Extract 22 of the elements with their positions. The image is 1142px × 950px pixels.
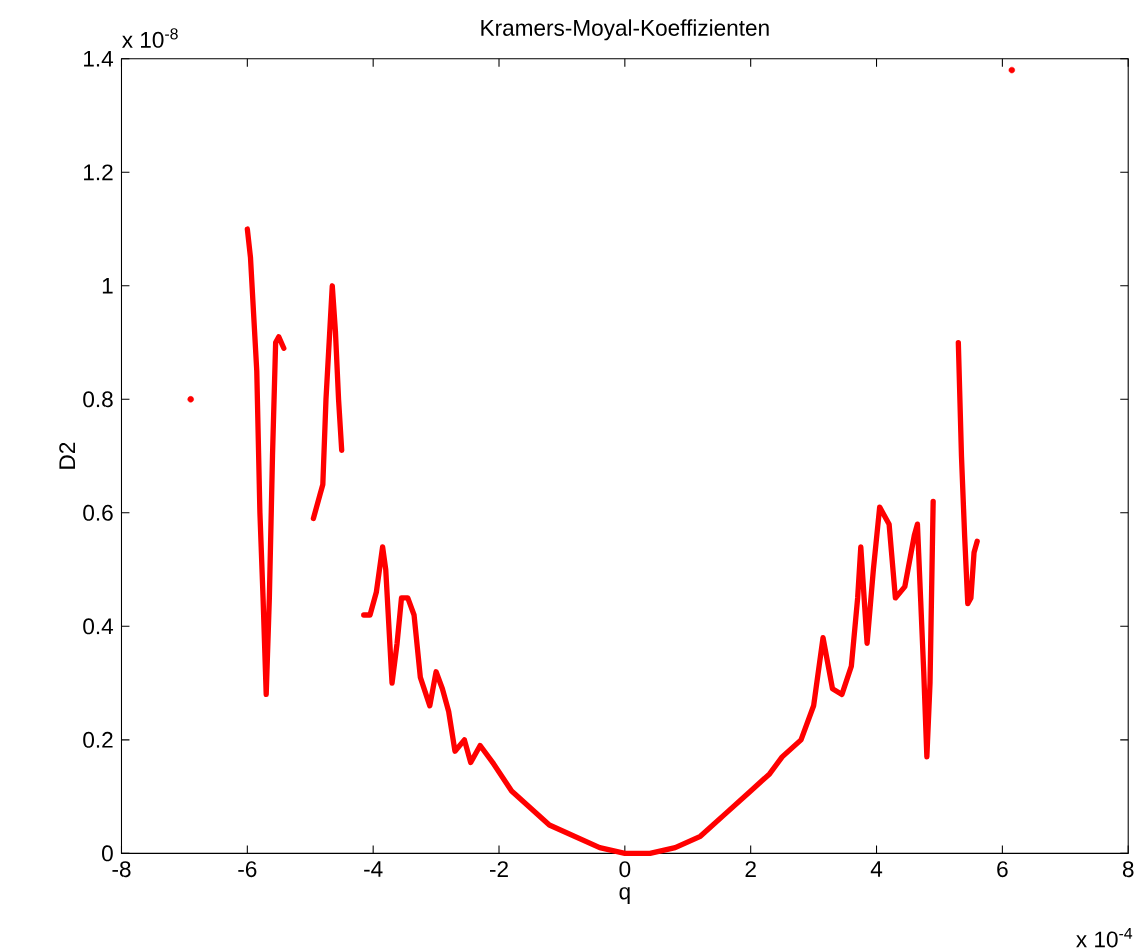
y-tick-label: 1.2 [84, 164, 113, 181]
y-tick-label: 0.8 [83, 391, 113, 408]
x-tick-label: 0 [619, 861, 631, 878]
text: x 10$^{-8}$ [122, 28, 178, 48]
y-tick-label: 0 [102, 845, 113, 862]
x-tick-label: 2 [745, 861, 756, 877]
text: x 10$^{-4}$ [1076, 928, 1133, 948]
y-tick-label: 0.2 [83, 731, 113, 748]
x-tick-label: -2 [489, 861, 508, 877]
y-tick-label: 0.4 [83, 618, 114, 635]
y-axis-title: D2 [59, 442, 75, 469]
x-tick-label: -8 [112, 861, 131, 878]
y-tick-label: 0.6 [83, 504, 113, 521]
x-tick-label: 6 [997, 861, 1008, 878]
chart-title: Kramers-Moyal-Koeffizienten [481, 19, 769, 41]
y-tick-label: 1 [102, 278, 113, 294]
x-tick-label: 4 [870, 861, 883, 877]
y-tick-label: 1.4 [84, 50, 114, 67]
x-tick-label: -4 [364, 861, 383, 877]
x-tick-label: -6 [238, 861, 257, 878]
x-axis-title: q [619, 887, 630, 904]
x-tick-label: 8 [1122, 861, 1134, 878]
